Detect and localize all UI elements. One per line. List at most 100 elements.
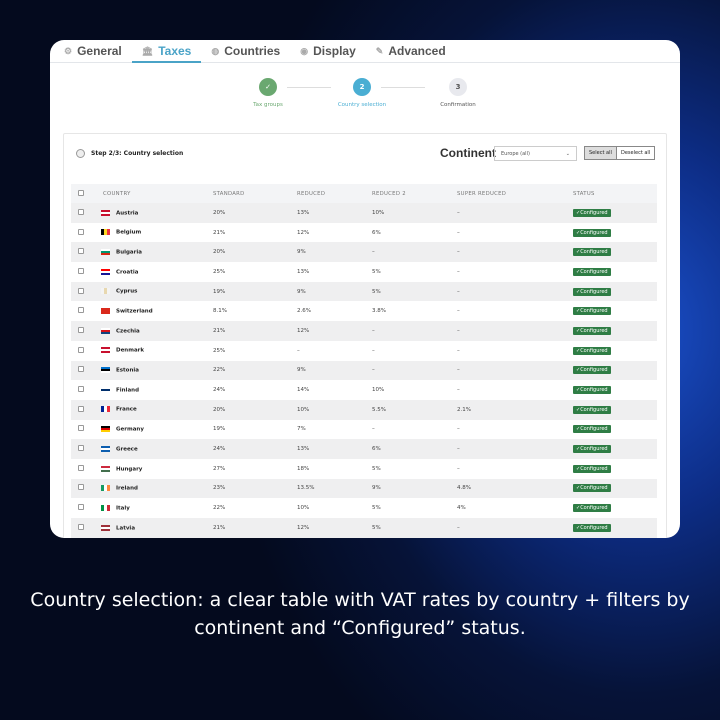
row-checkbox[interactable] (78, 326, 84, 333)
table-row[interactable]: Greece 24% 13% 6% – ✓Configured (71, 439, 657, 459)
table-row[interactable]: Bulgaria 20% 9% – – ✓Configured (71, 242, 657, 263)
flag-icon (101, 386, 110, 393)
country-cell: Denmark (101, 341, 213, 361)
tab-label: General (77, 44, 122, 58)
status-badge: ✓Configured (573, 484, 611, 493)
country-name: Greece (116, 446, 138, 453)
table-row[interactable]: Belgium 21% 12% 6% – ✓Configured (71, 223, 657, 243)
status-badge: ✓Configured (573, 248, 611, 257)
status-badge: ✓Configured (573, 386, 611, 395)
checkbox-cell (71, 478, 101, 499)
status-badge: ✓Configured (573, 228, 611, 237)
table-row[interactable]: France 20% 10% 5.5% 2.1% ✓Configured (71, 399, 657, 420)
table-row[interactable]: Croatia 25% 13% 5% – ✓Configured (71, 262, 657, 282)
table-row[interactable]: Denmark 25% – – – ✓Configured (71, 341, 657, 361)
column-header: REDUCED (297, 184, 372, 203)
row-checkbox[interactable] (78, 386, 84, 393)
bank-icon: 🏛 (141, 45, 154, 56)
tab-advanced[interactable]: ✎ Advanced (366, 40, 456, 62)
row-checkbox[interactable] (78, 523, 84, 530)
table-row[interactable]: Finland 24% 14% 10% – ✓Configured (71, 380, 657, 400)
table-row[interactable]: Austria 20% 13% 10% – ✓Configured (71, 203, 657, 223)
standard-rate: 21% (213, 229, 226, 236)
flag-icon (101, 406, 110, 413)
table-row[interactable]: Czechia 21% 12% – – ✓Configured (71, 321, 657, 341)
country-name: Bulgaria (116, 249, 142, 256)
table-row[interactable]: Latvia 21% 12% 5% – ✓Configured (71, 518, 657, 538)
tab-countries[interactable]: ◍ Countries (201, 40, 290, 62)
reduced-rate: 14% (297, 387, 310, 394)
reduced-rate: 9% (297, 281, 372, 302)
reduced2-rate: 5.5% (372, 399, 457, 420)
status-badge: ✓Configured (573, 307, 611, 316)
table-row[interactable]: Germany 19% 7% – – ✓Configured (71, 420, 657, 440)
status-cell: ✓Configured (573, 498, 657, 518)
row-checkbox[interactable] (78, 484, 84, 491)
super-reduced-rate: – (457, 426, 460, 433)
row-checkbox[interactable] (78, 307, 84, 314)
status-cell: ✓Configured (573, 242, 657, 263)
deselect-all-button[interactable]: Deselect all (617, 146, 656, 160)
checkbox-cell (71, 301, 101, 321)
globe-icon: ◍ (211, 45, 220, 56)
reduced2-rate: – (372, 426, 375, 433)
row-checkbox[interactable] (78, 287, 84, 294)
country-name: Hungary (116, 466, 143, 473)
table-row[interactable]: Cyprus 19% 9% 5% – ✓Configured (71, 281, 657, 302)
standard-rate: 19% (213, 281, 297, 302)
country-cell: Bulgaria (101, 242, 213, 263)
reduced-rate: 10% (297, 505, 310, 512)
column-header: SUPER REDUCED (457, 184, 573, 203)
table-row[interactable]: Italy 22% 10% 5% 4% ✓Configured (71, 498, 657, 518)
reduced-rate: 12% (297, 229, 310, 236)
step-circle: ✓ (259, 78, 277, 96)
country-cell: Estonia (101, 360, 213, 381)
tab-display[interactable]: ◉ Display (290, 40, 366, 62)
standard-rate: 20% (213, 203, 297, 223)
continent-select[interactable]: Europe (all) ⌄ (494, 146, 577, 161)
select-all-button[interactable]: Select all (584, 146, 617, 160)
row-checkbox[interactable] (78, 228, 84, 235)
row-checkbox[interactable] (78, 464, 84, 471)
table-row[interactable]: Hungary 27% 18% 5% – ✓Configured (71, 459, 657, 479)
super-reduced-rate: – (457, 518, 573, 538)
flag-icon (101, 347, 110, 354)
row-checkbox[interactable] (78, 346, 84, 353)
step-label: Country selection (337, 102, 387, 108)
panel-title: Step 2/3: Country selection (76, 149, 183, 158)
table-row[interactable]: Switzerland 8.1% 2.6% 3.8% – ✓Configured (71, 301, 657, 321)
reduced-rate: 13% (297, 203, 372, 223)
tab-label: Display (313, 44, 356, 58)
row-checkbox[interactable] (78, 208, 84, 215)
reduced2-rate: 10% (372, 203, 457, 223)
table-row[interactable]: Estonia 22% 9% – – ✓Configured (71, 360, 657, 381)
country-cell: Latvia (101, 518, 213, 538)
row-checkbox[interactable] (78, 405, 84, 412)
row-checkbox[interactable] (78, 445, 84, 452)
super-reduced-rate: – (457, 308, 460, 315)
column-header: COUNTRY (101, 184, 213, 203)
tab-taxes[interactable]: 🏛 Taxes (131, 40, 202, 63)
status-cell: ✓Configured (573, 478, 657, 499)
eye-icon: ◉ (300, 45, 309, 56)
caption: Country selection: a clear table with VA… (30, 589, 690, 639)
row-checkbox[interactable] (78, 366, 84, 373)
tab-general[interactable]: ⚙ General (54, 40, 132, 62)
table-row[interactable]: Ireland 23% 13.5% 9% 4.8% ✓Configured (71, 478, 657, 499)
super-reduced-rate: – (457, 347, 460, 354)
status-cell: ✓Configured (573, 321, 657, 341)
status-cell: ✓Configured (573, 399, 657, 420)
row-checkbox[interactable] (78, 425, 84, 432)
row-checkbox[interactable] (78, 267, 84, 274)
tab-bar: ⚙ General 🏛 Taxes ◍ Countries ◉ Display ✎ Advance… (50, 40, 680, 63)
country-table: COUNTRY STANDARD REDUCED REDUCED 2 SUPER RED… (71, 184, 657, 538)
country-name: Latvia (116, 525, 136, 532)
select-all-checkbox[interactable] (78, 189, 84, 196)
row-checkbox[interactable] (78, 504, 84, 511)
reduced2-rate: – (372, 347, 375, 354)
flag-icon (101, 485, 110, 492)
standard-rate: 21% (213, 321, 297, 341)
row-checkbox[interactable] (78, 248, 84, 255)
reduced-rate: 13% (297, 268, 310, 275)
checkbox-cell (71, 439, 101, 459)
